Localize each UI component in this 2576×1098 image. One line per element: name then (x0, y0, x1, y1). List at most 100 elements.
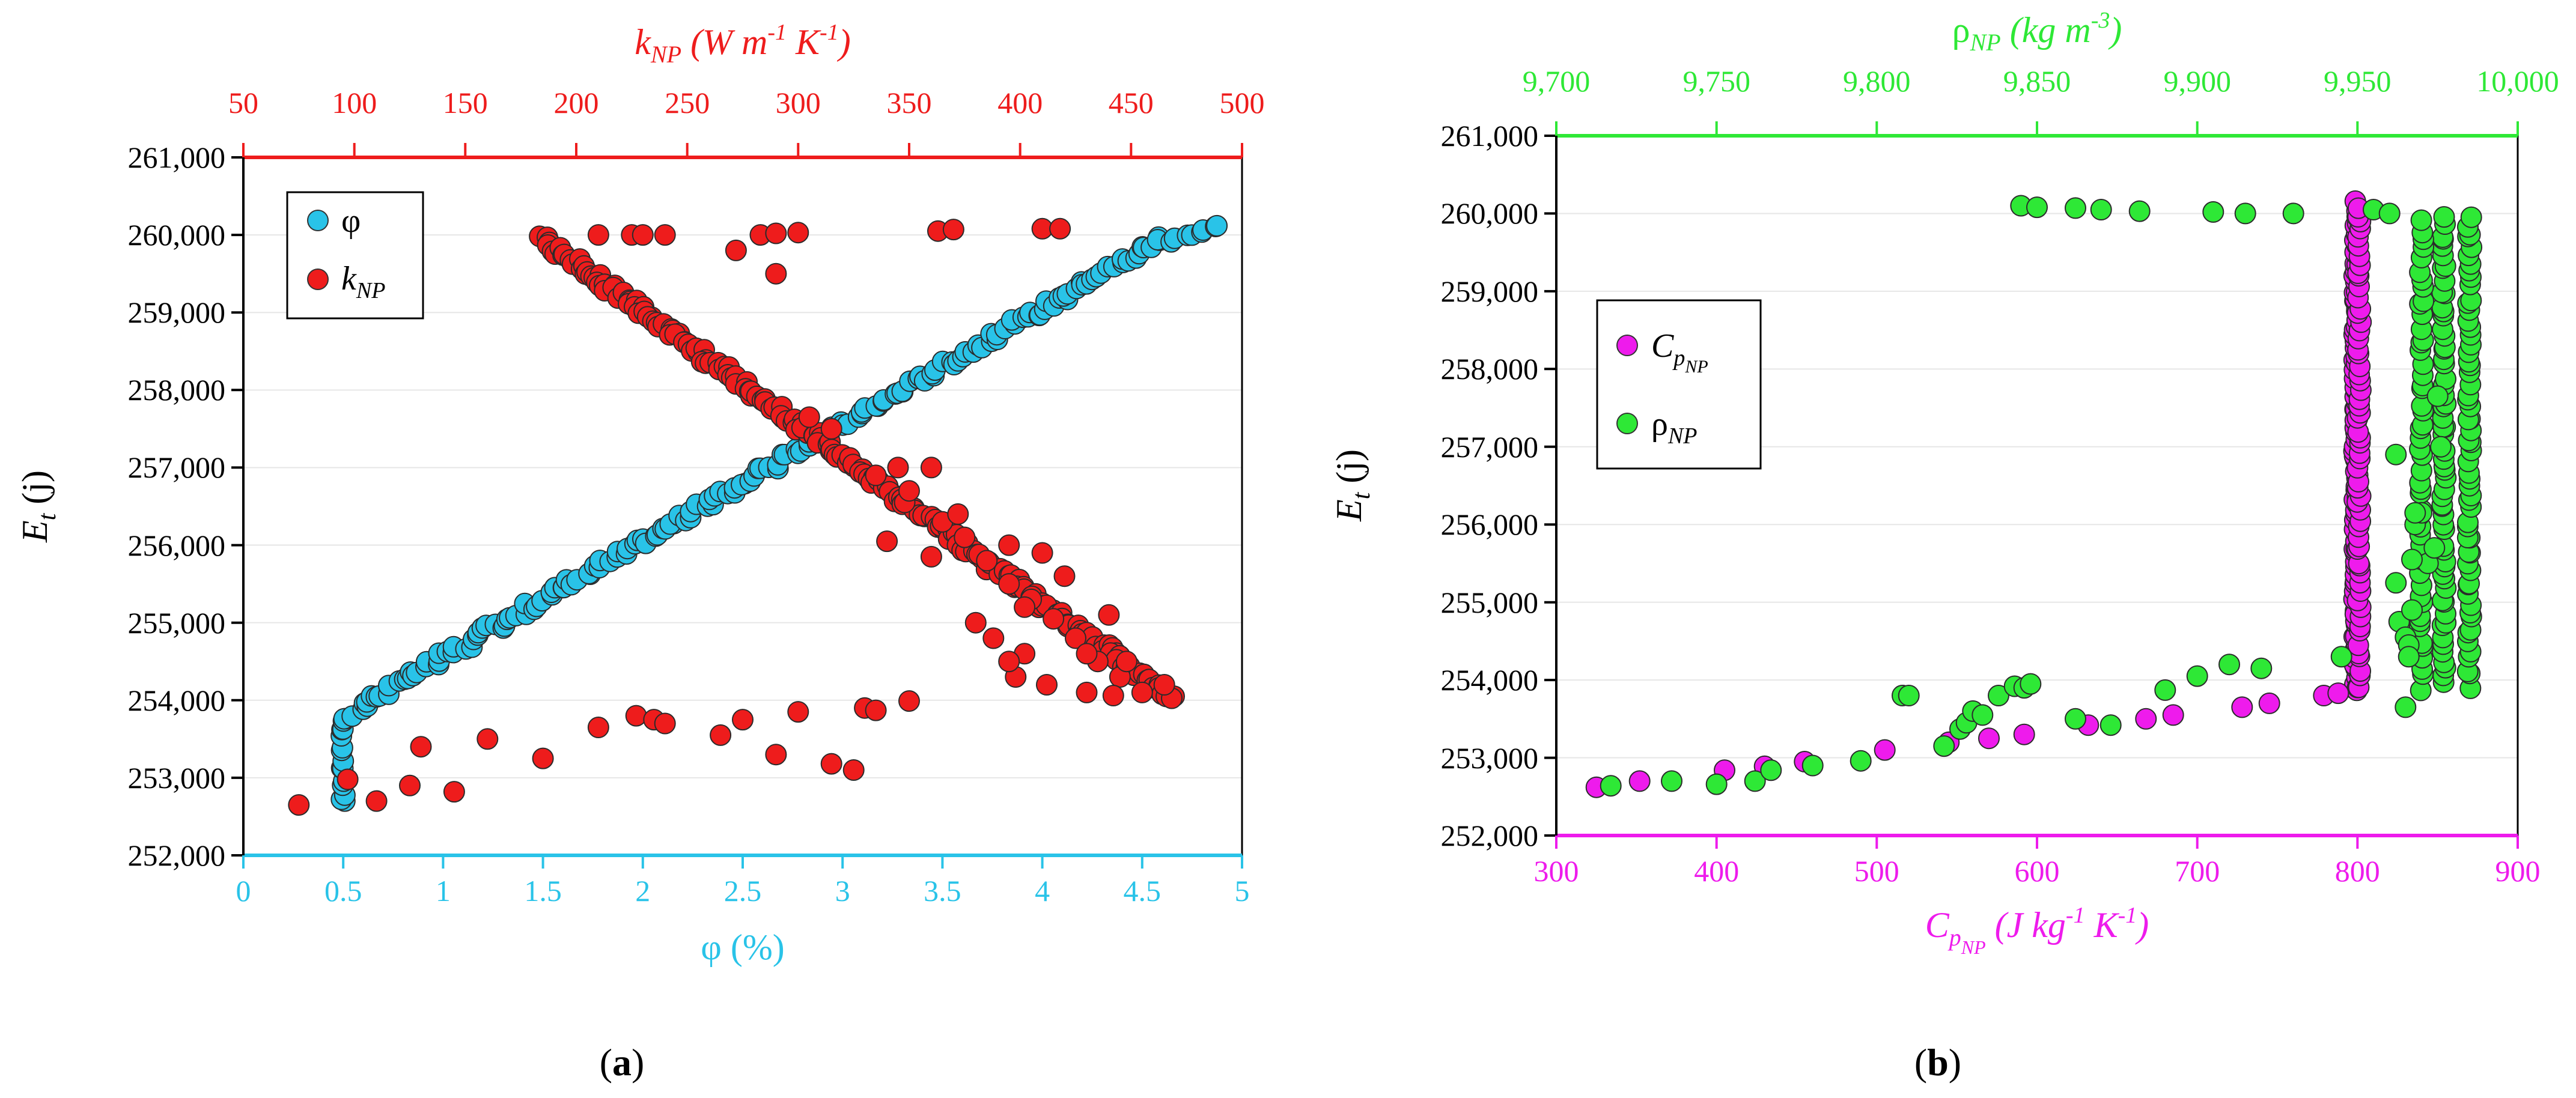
panel-a-x-top-tick: 350 (887, 86, 932, 157)
panel-a-y-tick: 259,000 (128, 296, 243, 329)
svg-text:257,000: 257,000 (1441, 430, 1539, 464)
svg-text:400: 400 (1694, 854, 1739, 888)
point--np (1988, 685, 2009, 706)
panel-a-y-tick: 256,000 (128, 529, 243, 562)
point-k-np (1153, 674, 1175, 696)
point-k-np (865, 464, 887, 487)
point--np (2020, 673, 2042, 695)
panel-b-caption: (b) (1914, 1041, 1961, 1084)
svg-text:252,000: 252,000 (1441, 819, 1539, 852)
svg-text:250: 250 (665, 86, 710, 120)
panel-b-y-tick: 258,000 (1441, 352, 1556, 386)
point-k-np (725, 239, 747, 261)
point-c-p-np (2327, 682, 2349, 705)
point-k-np (920, 456, 942, 479)
panel-b: 252,000 253,000 254,000 255,000 256,000 … (1329, 8, 2559, 1084)
panel-a-legend-marker-phi (307, 210, 329, 231)
panel-a-y-tick: 252,000 (128, 839, 243, 872)
point-k-np (1131, 681, 1153, 703)
point-k-np (976, 550, 998, 572)
point-k-np (1098, 604, 1120, 626)
point-k-np (765, 222, 787, 244)
point-k-np (820, 753, 842, 775)
point-k-np (587, 717, 609, 738)
point-k-np (443, 781, 465, 803)
point--np (2385, 443, 2407, 466)
point-k-np (710, 724, 732, 746)
point-k-np (1076, 681, 1098, 703)
point-c-p-np (2162, 704, 2184, 726)
point-k-np (732, 709, 754, 731)
point-k-np (787, 701, 809, 723)
panel-a-x-bottom-tick: 3.5 (924, 855, 961, 908)
point-k-np (1076, 643, 1098, 665)
svg-text:400: 400 (997, 86, 1043, 120)
point-k-np (654, 224, 676, 246)
point-k-np (1043, 608, 1065, 630)
svg-text:5: 5 (1235, 874, 1250, 908)
panel-a-x-bottom-tick: 4.5 (1124, 855, 1162, 908)
panel-a-x-top-ticks: 50 100 150 200 250 300 350 400 450 500 (228, 86, 1265, 157)
panel-a-legend-label-knp: kNP (341, 260, 385, 303)
point--np (1744, 770, 1766, 792)
panel-b-y-tick: 252,000 (1441, 819, 1556, 852)
panel-a-y-tick: 254,000 (128, 684, 243, 717)
panel-a-y-tick: 257,000 (128, 450, 243, 484)
panel-a-legend-label-phi: φ (341, 202, 361, 240)
point--np (2433, 206, 2455, 228)
panel-a: 252,000 253,000 254,000 255,000 256,000 … (15, 20, 1265, 1084)
svg-text:1.5: 1.5 (524, 874, 562, 908)
point--np (2395, 696, 2417, 718)
svg-text:252,000: 252,000 (128, 839, 226, 872)
svg-text:254,000: 254,000 (128, 684, 226, 717)
panel-b-x-bottom-tick: 800 (2335, 836, 2380, 888)
panel-b-legend-marker-cp (1616, 335, 1638, 356)
panel-a-x-bottom-tick: 3 (835, 855, 850, 908)
point-k-np (399, 774, 421, 796)
svg-text:100: 100 (332, 86, 377, 120)
panel-b-x-top-tick: 10,000 (2476, 64, 2559, 136)
point-k-np (898, 690, 920, 712)
panel-b-x-top-title: ρNP (kg m-3) (1952, 8, 2122, 56)
svg-text:259,000: 259,000 (128, 296, 226, 329)
panel-a-x-top-tick: 50 (228, 86, 258, 157)
panel-a-y-ticks: 252,000 253,000 254,000 255,000 256,000 … (128, 141, 243, 872)
point--np (2426, 385, 2449, 407)
panel-a-y-tick: 253,000 (128, 761, 243, 795)
panel-b-x-bottom-tick: 400 (1694, 836, 1739, 888)
panel-b-x-top-tick: 9,900 (2163, 64, 2231, 136)
point-k-np (942, 219, 964, 241)
svg-text:261,000: 261,000 (128, 141, 226, 174)
point-k-np (1065, 627, 1086, 649)
panel-a-x-bottom-tick: 2.5 (724, 855, 761, 908)
point-c-p-np (2258, 692, 2280, 714)
panel-b-legend-label-cp: CpNP (1651, 327, 1708, 377)
svg-text:256,000: 256,000 (128, 529, 226, 562)
panel-a-y-tick: 260,000 (128, 218, 243, 252)
svg-text:800: 800 (2335, 854, 2380, 888)
svg-text:3.5: 3.5 (924, 874, 961, 908)
svg-text:254,000: 254,000 (1441, 663, 1539, 697)
point-k-np (964, 611, 987, 634)
point--np (1850, 750, 1872, 772)
panel-a-y-title: Et (j) (15, 470, 61, 543)
point-k-np (1014, 596, 1036, 618)
panel-b-y-tick: 260,000 (1441, 196, 1556, 230)
point-k-np (998, 573, 1020, 595)
panel-b-x-top-tick: 9,950 (2324, 64, 2392, 136)
panel-b-legend-marker-rho (1616, 413, 1638, 434)
panel-a-x-bottom-title: φ (%) (701, 927, 785, 967)
point--np (2430, 435, 2452, 458)
panel-a-legend: φ kNP (286, 191, 424, 320)
svg-text:0: 0 (236, 874, 251, 908)
panel-b-x-bottom-tick: 900 (2495, 836, 2541, 888)
point--np (1801, 754, 1824, 777)
panel-a-x-top-title: kNP (W m-1 K-1) (635, 20, 850, 68)
point--np (1972, 704, 1994, 726)
point--np (1600, 775, 1622, 797)
point-k-np (998, 651, 1020, 673)
panel-b-x-top-ticks: 9,700 9,750 9,800 9,850 9,900 9,950 10,0… (1523, 64, 2559, 136)
panel-a-x-bottom-tick: 1.5 (524, 855, 562, 908)
svg-text:261,000: 261,000 (1441, 119, 1539, 153)
svg-text:4.5: 4.5 (1124, 874, 1162, 908)
